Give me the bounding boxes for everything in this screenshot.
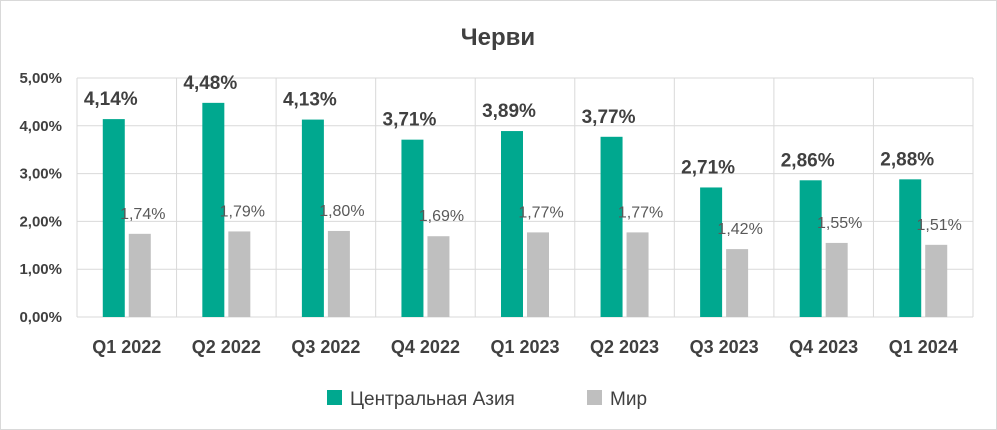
bar-central-asia: [799, 180, 822, 317]
bar-world: [925, 244, 948, 317]
bar-world: [626, 232, 649, 317]
data-label-world: 1,51%: [917, 217, 962, 234]
bar-world: [527, 232, 549, 317]
x-tick-label: Q3 2023: [690, 337, 759, 357]
legend-swatch-central-asia: [327, 390, 342, 405]
bar-central-asia: [700, 187, 723, 317]
data-label-world: 1,80%: [319, 203, 364, 220]
bar-world: [726, 249, 749, 317]
x-tick-label: Q4 2023: [789, 337, 858, 357]
bar-central-asia: [501, 131, 523, 317]
data-label-central-asia: 2,86%: [781, 150, 835, 171]
data-label-central-asia: 4,14%: [84, 89, 138, 110]
data-labels: 4,14% 1,74% 4,48% 1,79% 4,13% 1,80% 3,71% 1,69%…: [84, 73, 962, 238]
data-label-central-asia: 3,89%: [482, 101, 536, 122]
y-axis-ticks: 0,00% 1,00% 2,00% 3,00% 4,00% 5,00%: [19, 70, 62, 326]
x-tick-label: Q2 2023: [590, 337, 659, 357]
x-tick-label: Q4 2022: [391, 337, 460, 357]
bar-central-asia: [202, 102, 225, 317]
data-label-central-asia: 4,13%: [283, 90, 337, 111]
y-tick-label: 0,00%: [19, 309, 62, 326]
data-label-central-asia: 3,71%: [383, 110, 437, 131]
y-tick-label: 1,00%: [19, 261, 62, 278]
data-label-world: 1,69%: [419, 208, 464, 225]
x-tick-label: Q3 2022: [291, 337, 360, 357]
bar-central-asia: [102, 119, 125, 317]
y-tick-label: 3,00%: [19, 166, 62, 183]
bar-central-asia: [401, 139, 424, 317]
vertical-gridlines: [76, 78, 974, 317]
x-tick-label: Q1 2023: [490, 337, 559, 357]
legend-label-world: Мир: [610, 389, 647, 410]
gridlines: [77, 77, 973, 318]
bar-world: [128, 233, 151, 317]
bar-world: [427, 236, 450, 317]
bar-world: [228, 231, 251, 317]
data-label-central-asia: 3,77%: [582, 107, 636, 128]
x-tick-label: Q1 2022: [92, 337, 161, 357]
bar-central-asia: [600, 136, 623, 317]
data-label-world: 1,77%: [618, 204, 663, 221]
data-label-central-asia: 2,71%: [681, 157, 735, 178]
bar-central-asia: [301, 119, 324, 317]
bar-world: [327, 230, 350, 317]
x-axis-ticks: Q1 2022 Q2 2022 Q3 2022 Q4 2022 Q1 2023 Q2 20…: [92, 337, 958, 357]
data-label-central-asia: 2,88%: [880, 149, 934, 170]
data-label-world: 1,42%: [717, 221, 762, 238]
chart-title: Черви: [461, 24, 535, 51]
bars: [102, 102, 948, 317]
legend: Центральная Азия Мир: [327, 389, 647, 410]
data-label-world: 1,74%: [120, 206, 165, 223]
y-tick-label: 2,00%: [19, 213, 62, 230]
bar-world: [825, 242, 848, 317]
data-label-central-asia: 4,48%: [183, 73, 237, 94]
y-tick-label: 5,00%: [19, 70, 62, 87]
legend-swatch-world: [587, 390, 602, 405]
data-label-world: 1,77%: [518, 204, 563, 221]
x-tick-label: Q2 2022: [192, 337, 261, 357]
y-tick-label: 4,00%: [19, 118, 62, 135]
data-label-world: 1,55%: [817, 215, 862, 232]
legend-label-central-asia: Центральная Азия: [350, 389, 515, 410]
bar-central-asia: [899, 179, 922, 317]
data-label-world: 1,79%: [220, 203, 265, 220]
x-tick-label: Q1 2024: [889, 337, 958, 357]
